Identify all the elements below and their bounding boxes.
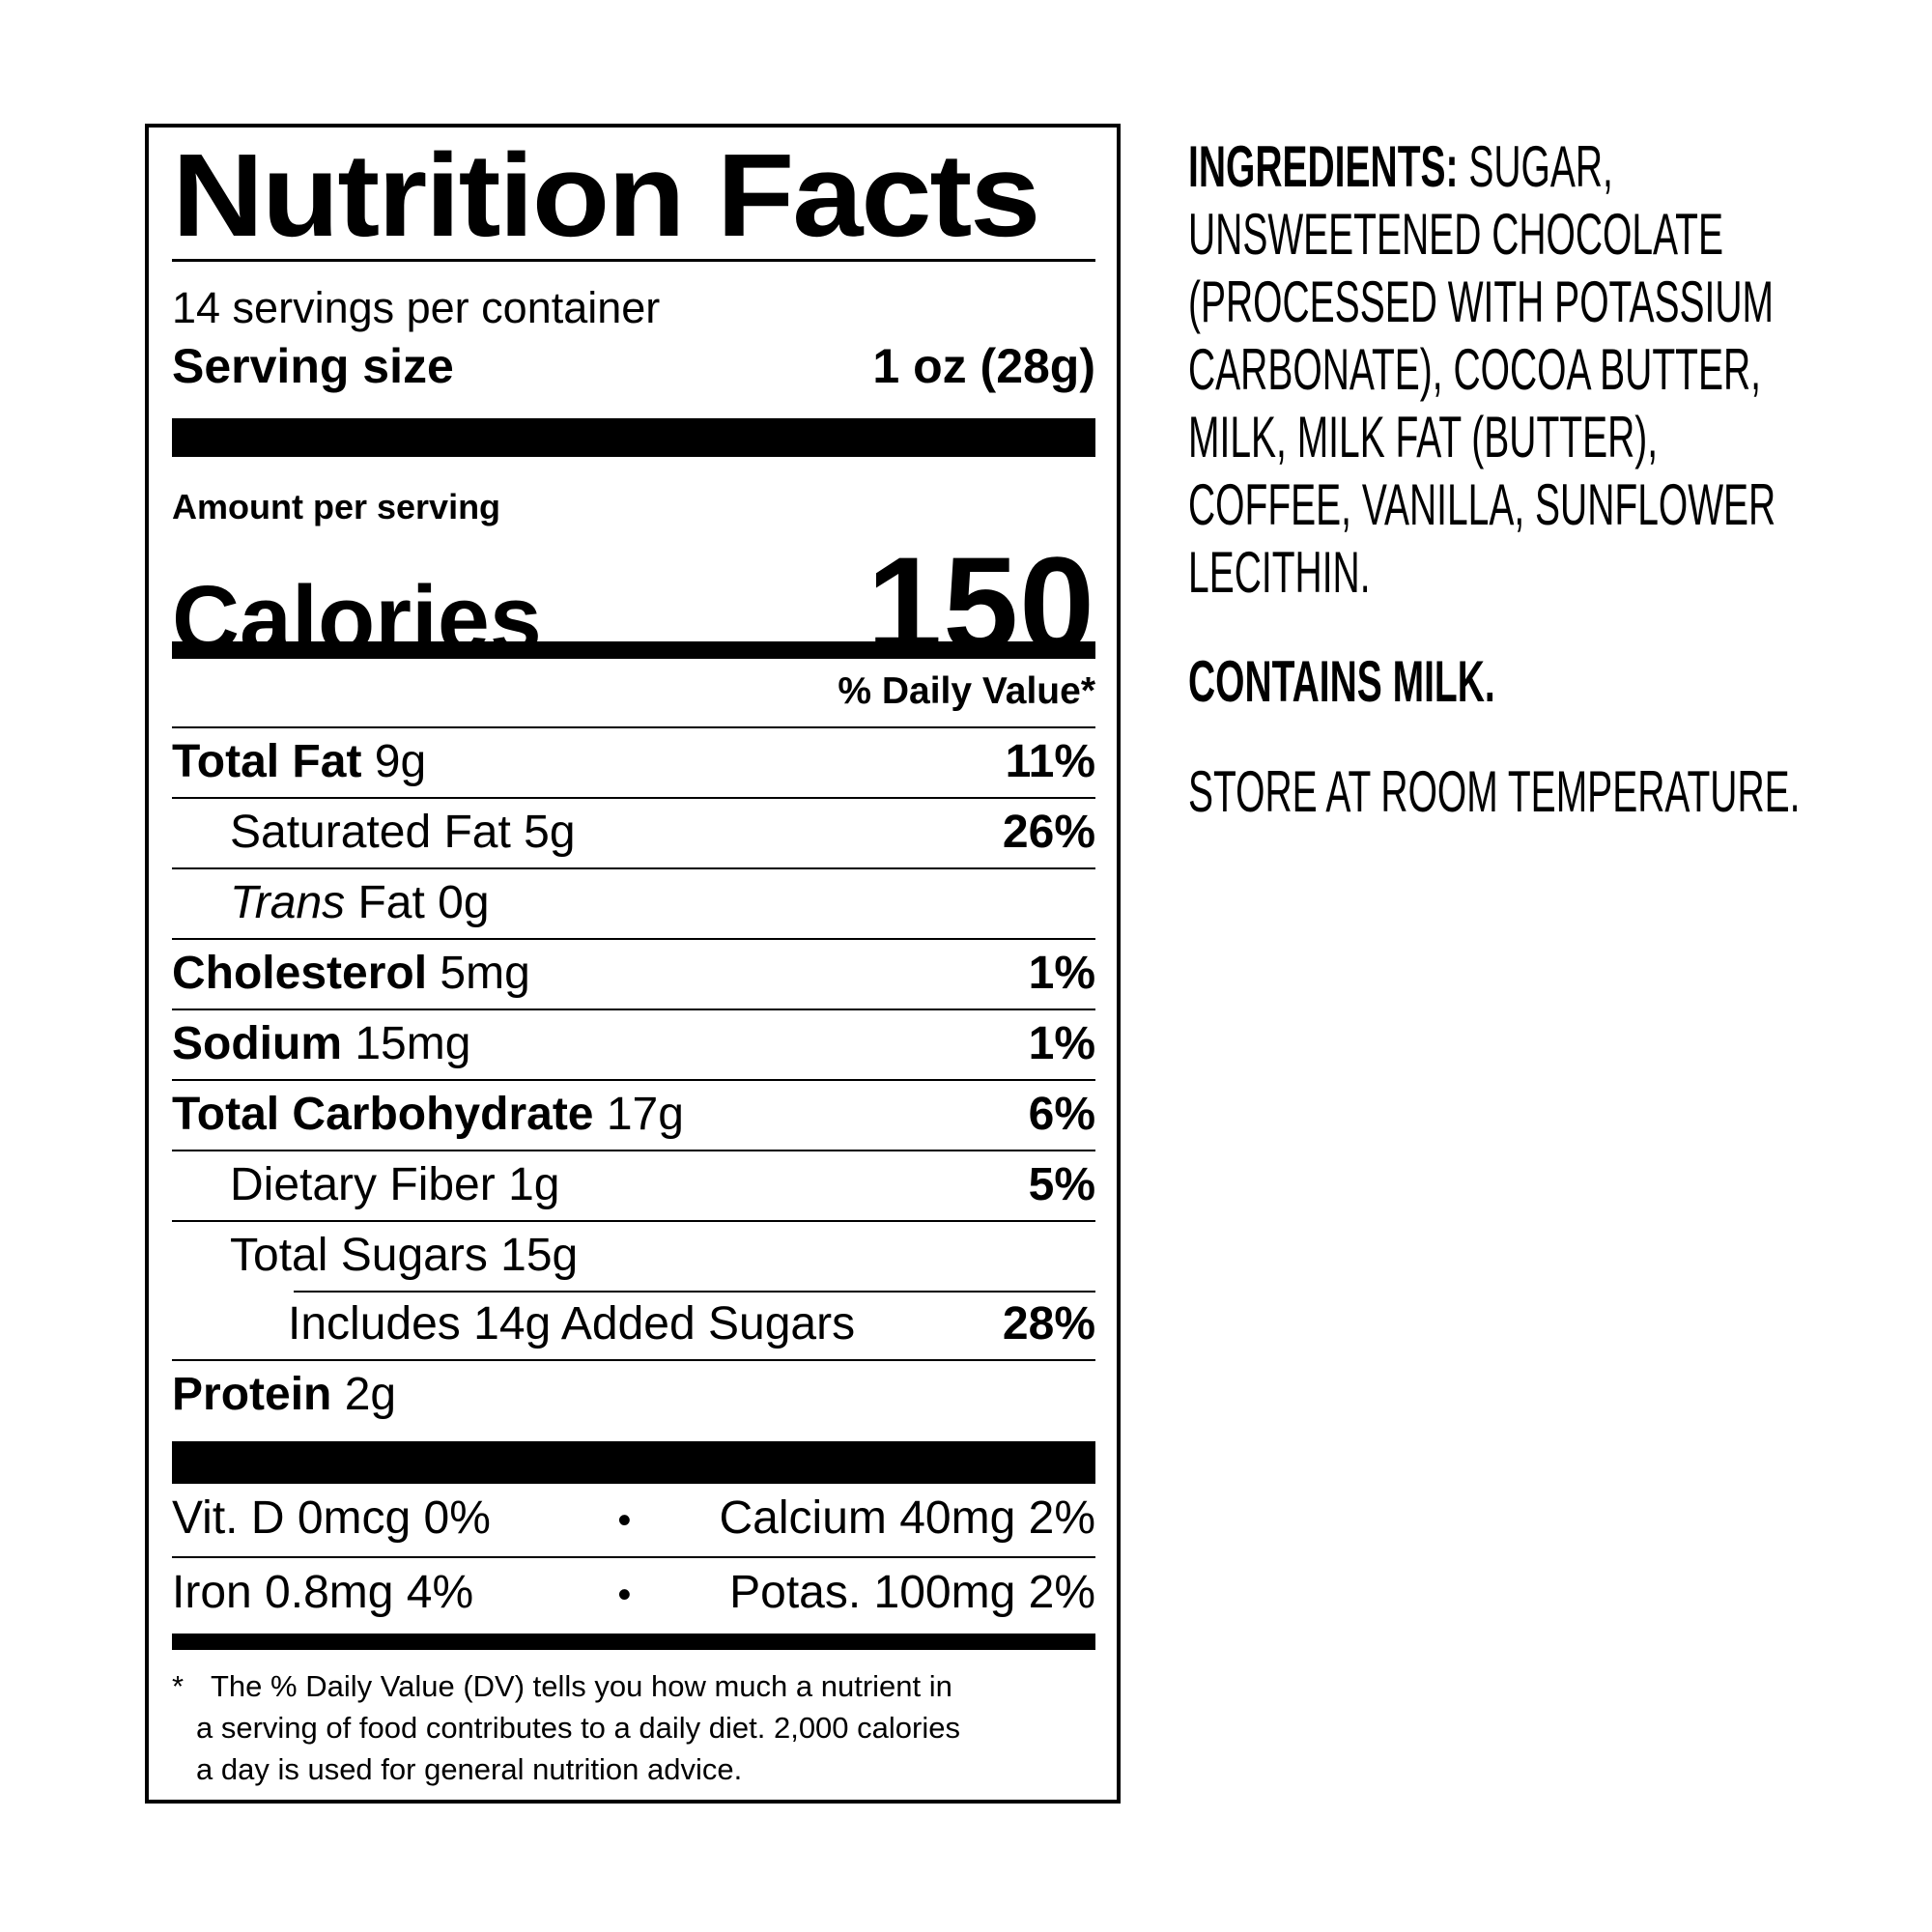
nutrient-row-added-sugars: Includes 14g Added Sugars 28% [172,1291,1095,1359]
nutrient-dv: 1% [1028,948,1095,999]
nutrient-dv: 6% [1028,1089,1095,1140]
nutrient-name: Total Sugars 15g [230,1230,579,1281]
footnote-line: a serving of food contributes to a daily… [196,1711,960,1745]
micronutrient-right: Calcium 40mg 2% [719,1492,1095,1544]
micronutrient-row-iron-potassium: Iron 0.8mg 4% • Potas. 100mg 2% [172,1556,1095,1631]
nutrient-dv: 26% [1002,807,1095,858]
daily-value-header: % Daily Value* [838,670,1095,712]
divider-bar-medium [172,641,1095,659]
divider-bar-thick [172,1441,1095,1484]
ingredients-line: INGREDIENTS: SUGAR, [1188,134,1613,199]
title-divider [172,259,1095,262]
ingredients-line: UNSWEETENED CHOCOLATE [1188,202,1724,267]
nutrient-row-total-sugars: Total Sugars 15g [172,1220,1095,1291]
servings-per-container: 14 servings per container [172,283,661,332]
divider-bar-thick [172,418,1095,457]
micronutrient-left: Iron 0.8mg 4% [172,1567,474,1618]
nutrient-name: Total Fat 9g [172,736,427,787]
nutrient-row-saturated-fat: Saturated Fat 5g 26% [172,797,1095,867]
divider-bar-medium [172,1634,1095,1650]
nutrient-row-cholesterol: Cholesterol 5mg 1% [172,938,1095,1009]
micronutrient-left: Vit. D 0mcg 0% [172,1492,491,1544]
footnote-line: a day is used for general nutrition advi… [196,1752,743,1786]
calories-value: 150 [867,528,1095,680]
serving-size-label: Serving size [172,339,454,393]
nutrient-name: Saturated Fat 5g [230,807,576,858]
calories-label: Calories [172,566,542,671]
nutrition-facts-title: Nutrition Facts [172,129,1040,261]
nutrient-dv: 28% [1002,1298,1095,1350]
amount-per-serving-label: Amount per serving [172,487,501,526]
ingredients-panel: INGREDIENTS: SUGAR, UNSWEETENED CHOCOLAT… [1188,133,1823,826]
micronutrient-row-vitd-calcium: Vit. D 0mcg 0% • Calcium 40mg 2% [172,1484,1095,1556]
micronutrient-right: Potas. 100mg 2% [729,1567,1095,1618]
nutrient-row-total-carbohydrate: Total Carbohydrate 17g 6% [172,1079,1095,1150]
nutrient-dv: 5% [1028,1159,1095,1210]
nutrient-name: Includes 14g Added Sugars [288,1298,856,1350]
serving-size-row: Serving size 1 oz (28g) [172,339,1095,393]
contains-statement: CONTAINS MILK. [1188,649,1495,714]
ingredients-line: CARBONATE), COCOA BUTTER, [1188,337,1762,402]
bullet-separator: • [617,1574,632,1616]
nutrient-dv: 1% [1028,1018,1095,1069]
storage-statement: STORE AT ROOM TEMPERATURE. [1188,759,1801,824]
nutrient-name: Dietary Fiber 1g [230,1159,560,1210]
bullet-separator: • [617,1499,632,1542]
footnote-asterisk: * [172,1669,185,1703]
calories-row: Calories 150 [172,526,1095,680]
nutrient-row-sodium: Sodium 15mg 1% [172,1009,1095,1079]
nutrient-row-dietary-fiber: Dietary Fiber 1g 5% [172,1150,1095,1220]
nutrient-name: Trans Fat 0g [230,877,490,928]
nutrient-name: Cholesterol 5mg [172,948,530,999]
nutrient-name: Sodium 15mg [172,1018,471,1069]
daily-value-footnote: * The % Daily Value (DV) tells you how m… [172,1665,1095,1790]
nutrient-name: Protein 2g [172,1369,397,1420]
footnote-line: The % Daily Value (DV) tells you how muc… [211,1669,952,1703]
ingredients-line: LECITHIN. [1188,540,1371,605]
serving-size-value: 1 oz (28g) [872,339,1095,393]
ingredients-heading: INGREDIENTS: [1188,134,1459,199]
nutrient-row-protein: Protein 2g [172,1359,1095,1430]
nutrition-facts-panel: Nutrition Facts 14 servings per containe… [145,124,1121,1804]
nutrient-row-trans-fat: Trans Fat 0g [172,867,1095,938]
ingredients-line: COFFEE, VANILLA, SUNFLOWER [1188,472,1776,537]
nutrient-row-total-fat: Total Fat 9g 11% [172,726,1095,797]
nutrient-name: Total Carbohydrate 17g [172,1089,684,1140]
ingredients-line: (PROCESSED WITH POTASSIUM [1188,270,1774,334]
nutrient-dv: 11% [1005,736,1095,787]
ingredients-line: MILK, MILK FAT (BUTTER), [1188,405,1659,469]
